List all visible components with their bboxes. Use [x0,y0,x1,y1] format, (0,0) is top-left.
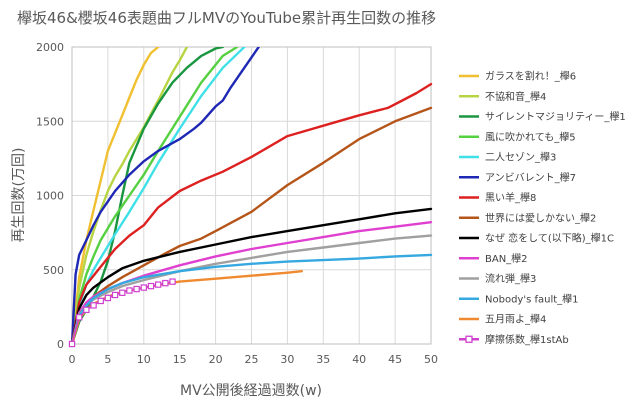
y-tick-label: 2000 [36,41,64,54]
x-tick-label: 35 [316,353,330,366]
legend-label: 五月雨よ_欅4 [485,314,546,326]
legend-label: サイレントマジョリティー_欅1 [485,111,626,123]
x-tick-label: 15 [173,353,187,366]
legend-label: ガラスを割れ！_欅6 [485,70,576,83]
data-point-marker [147,282,155,290]
data-point-marker [169,278,176,285]
series-line [70,82,433,346]
x-tick-label: 20 [209,353,223,366]
data-point-marker [162,279,169,287]
data-point-marker [126,287,133,294]
legend-label: なぜ 恋をして(以下略)_欅1C [485,232,614,245]
series-line [70,47,189,346]
x-tick-label: 45 [388,353,402,366]
data-point-marker [111,291,119,299]
data-point-marker [119,289,126,296]
legend-label: 摩擦係数_欅1stAb [485,333,569,346]
series-line [70,47,260,346]
series-line [70,253,433,346]
y-tick-label: 1000 [36,190,64,203]
y-axis-title: 再生回数(万回) [11,148,27,243]
x-tick-label: 0 [69,353,76,366]
x-tick-label: 50 [424,353,438,366]
data-point-marker [154,281,162,288]
data-point-marker [140,284,147,291]
x-tick-label: 40 [352,353,366,366]
legend-label: 世界には愛しかない_欅2 [485,211,596,224]
data-point-marker [75,314,83,321]
legend-label: 二人セゾン_欅3 [485,152,556,164]
data-point-marker [97,297,104,305]
data-point-marker [133,285,140,293]
gridlines [71,46,432,345]
legend-label: 流れ弾_欅3 [485,272,536,285]
y-tick-label: 0 [57,338,64,351]
x-tick-label: 10 [137,353,151,366]
legend-label: 黒い羊_欅8 [485,191,536,204]
legend-label: BAN_欅2 [485,253,528,265]
series-line [70,207,433,346]
chart-title: 欅坂46&櫻坂46表題曲フルMVのYouTube累計再生回数の推移 [17,9,436,27]
plot-frame [71,46,432,345]
legend: ガラスを割れ！_欅6 不協和音_欅4 サイレントマジョリティー_欅1 風に吹かれても_… [459,70,626,346]
data-point-marker [68,340,76,348]
series-line [70,47,239,346]
x-tick-label: 30 [280,353,294,366]
y-tick-label: 1500 [36,115,64,128]
x-tick-label: 5 [104,353,111,366]
x-axis-title: MV公開後経過週数(w) [180,383,322,399]
data-point-marker [90,302,97,309]
legend-label: 風に吹かれても_欅5 [485,130,576,143]
data-point-marker [83,306,90,314]
legend-marker [465,335,473,343]
legend-label: Nobody's fault_欅1 [485,293,579,305]
legend-label: 不協和音_欅4 [485,90,546,103]
series-lines [68,47,433,348]
legend-label: アンビバレント_欅7 [485,172,576,184]
series-line [70,220,433,346]
data-point-marker [104,294,112,302]
y-tick-label: 500 [43,264,64,277]
x-tick-label: 25 [245,353,259,366]
